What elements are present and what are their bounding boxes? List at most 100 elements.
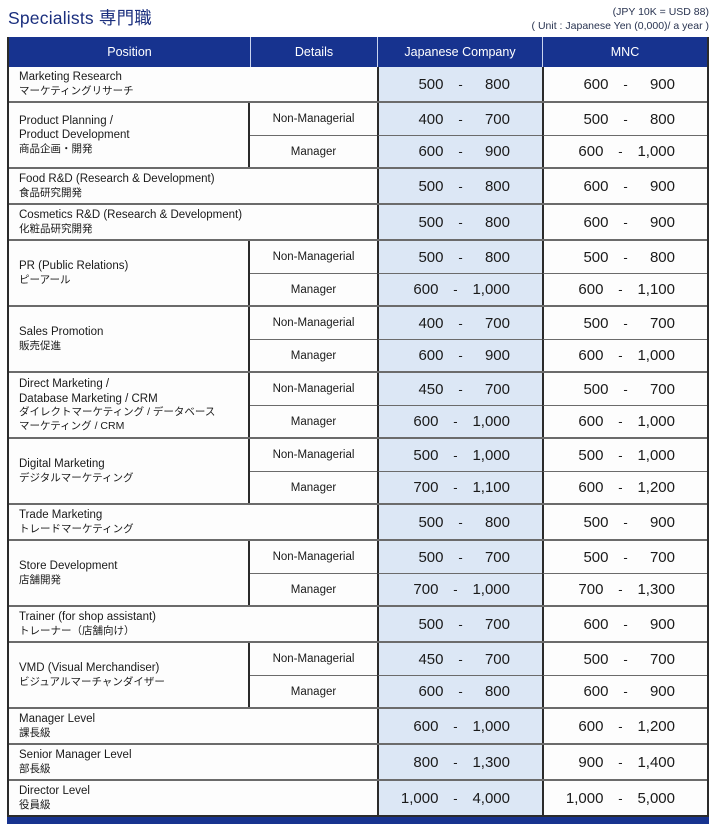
range-max: 1,000 xyxy=(637,413,675,431)
range-max: 900 xyxy=(484,143,510,161)
table-row: Trade Marketing トレードマーケティング 500-800 500-900 xyxy=(9,503,707,540)
japanese-company-value-cell: 500- 700 xyxy=(377,541,542,574)
range-min: 500 xyxy=(418,615,444,633)
position-name-ja: マーケティング / CRM xyxy=(19,419,125,432)
position-name-en: Direct Marketing / xyxy=(19,378,110,391)
range-max: 1,000 xyxy=(472,446,510,464)
range-max: 700 xyxy=(649,380,675,398)
range-dash-separator: - xyxy=(458,684,463,700)
position-name-ja: 店舗開発 xyxy=(19,573,61,586)
position-name-en: Trainer (for shop assistant) xyxy=(19,611,156,624)
range-min: 1,000 xyxy=(565,789,604,807)
japanese-company-value-cell: 500- 700 xyxy=(377,607,542,642)
range-dash-separator: - xyxy=(453,718,458,734)
range-max: 700 xyxy=(649,548,675,566)
mnc-value-cell: 500- 900 xyxy=(542,505,707,540)
table-row: Food R&D (Research & Development) 食品研究開発 5… xyxy=(9,167,707,204)
column-header-position: Position xyxy=(107,45,152,60)
position-cell: Food R&D (Research & Development) 食品研究開発 xyxy=(9,169,377,203)
mnc-value-cell: 600-1,200 xyxy=(542,471,707,504)
japanese-company-value-cell: 600-1,000 xyxy=(377,273,542,306)
range-min: 500 xyxy=(418,75,444,93)
column-header-details: Details xyxy=(250,37,377,68)
position-name-ja: 役員級 xyxy=(19,798,51,811)
mnc-value-cell: 900-1,400 xyxy=(542,745,707,780)
position-name-en: Director Level xyxy=(19,785,90,798)
range-min: 500 xyxy=(583,548,609,566)
range-max: 1,100 xyxy=(472,479,510,497)
position-name-en: Store Development xyxy=(19,560,118,573)
details-cell: Manager xyxy=(250,339,377,371)
range-dash-separator: - xyxy=(453,754,458,770)
position-name-en: Database Marketing / CRM xyxy=(19,392,158,405)
japanese-company-value-cell: 600- 900 xyxy=(377,135,542,168)
range-max: 800 xyxy=(484,177,510,195)
table-body: Marketing Research マーケティングリサーチ 500-800 600-… xyxy=(9,67,707,816)
position-name-ja: 販売促進 xyxy=(19,339,61,352)
mnc-value-cell: 500- 700 xyxy=(542,643,707,676)
mnc-value-cell: 600-1,200 xyxy=(542,709,707,744)
range-min: 450 xyxy=(418,650,444,668)
range-max: 700 xyxy=(649,314,675,332)
range-dash-separator: - xyxy=(453,414,458,430)
position-cell: Digital Marketing デジタルマーケティング xyxy=(9,439,250,504)
range-min: 600 xyxy=(583,615,609,633)
column-header-japanese-company: Japanese Company xyxy=(377,37,542,68)
range-min: 400 xyxy=(418,110,444,128)
range-min: 600 xyxy=(583,213,609,231)
range-min: 600 xyxy=(418,347,444,365)
currency-note: (JPY 10K = USD 88) xyxy=(612,6,709,18)
range-dash-separator: - xyxy=(458,651,463,667)
position-name-ja: トレーナー（店舗向け） xyxy=(19,624,135,637)
position-name-en: Product Development xyxy=(19,129,130,142)
range-dash-separator: - xyxy=(623,549,628,565)
details-cell: Manager xyxy=(250,471,377,503)
position-cell: Direct Marketing / Database Marketing / C… xyxy=(9,373,250,438)
range-max: 900 xyxy=(649,75,675,93)
range-max: 1,200 xyxy=(637,479,675,497)
japanese-company-value-cell: 450- 700 xyxy=(377,373,542,406)
range-dash-separator: - xyxy=(458,616,463,632)
range-max: 700 xyxy=(484,548,510,566)
salary-table: Position Details Japanese Company MNC Ma… xyxy=(7,37,709,818)
table-row: Cosmetics R&D (Research & Development) 化粧… xyxy=(9,203,707,240)
range-min: 600 xyxy=(413,281,439,299)
range-min: 450 xyxy=(418,380,444,398)
range-dash-separator: - xyxy=(618,790,623,806)
position-cell: Senior Manager Level 部長級 xyxy=(9,745,377,779)
position-name-ja: 部長級 xyxy=(19,762,51,775)
table-header-row: Position Details Japanese Company MNC xyxy=(9,37,707,68)
range-dash-separator: - xyxy=(623,651,628,667)
position-name-ja: デジタルマーケティング xyxy=(19,471,134,484)
unit-note: ( Unit : Japanese Yen (0,000)/ a year ) xyxy=(531,19,709,32)
range-dash-separator: - xyxy=(623,315,628,331)
range-dash-separator: - xyxy=(618,754,623,770)
range-min: 600 xyxy=(418,683,444,701)
range-max: 1,000 xyxy=(472,413,510,431)
range-max: 1,000 xyxy=(472,581,510,599)
mnc-value-cell: 500- 700 xyxy=(542,373,707,406)
mnc-value-cell: 500- 800 xyxy=(542,241,707,274)
range-min: 600 xyxy=(413,413,439,431)
range-max: 700 xyxy=(484,615,510,633)
range-min: 600 xyxy=(413,717,439,735)
mnc-value-cell: 500-1,000 xyxy=(542,439,707,472)
japanese-company-value-cell: 500-1,000 xyxy=(377,439,542,472)
position-name-ja: マーケティングリサーチ xyxy=(19,84,134,97)
position-name-en: Food R&D (Research & Development) xyxy=(19,173,215,186)
range-min: 600 xyxy=(578,281,604,299)
range-max: 700 xyxy=(484,380,510,398)
range-max: 1,000 xyxy=(472,281,510,299)
japanese-company-value-cell: 600- 900 xyxy=(377,339,542,372)
column-header-mnc: MNC xyxy=(542,37,707,68)
japanese-company-value-cell: 700-1,000 xyxy=(377,573,542,606)
position-name-en: Trade Marketing xyxy=(19,509,103,522)
range-min: 600 xyxy=(578,717,604,735)
range-dash-separator: - xyxy=(623,616,628,632)
mnc-value-cell: 600- 900 xyxy=(542,67,707,102)
position-name-ja: ダイレクトマーケティング / データベース xyxy=(19,406,216,419)
details-cell: Non-Managerial xyxy=(272,383,355,396)
range-dash-separator: - xyxy=(458,249,463,265)
range-max: 900 xyxy=(649,513,675,531)
position-cell: Trade Marketing トレードマーケティング xyxy=(9,505,377,539)
